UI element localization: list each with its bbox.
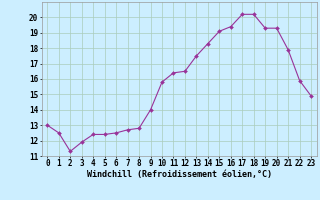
- X-axis label: Windchill (Refroidissement éolien,°C): Windchill (Refroidissement éolien,°C): [87, 170, 272, 179]
